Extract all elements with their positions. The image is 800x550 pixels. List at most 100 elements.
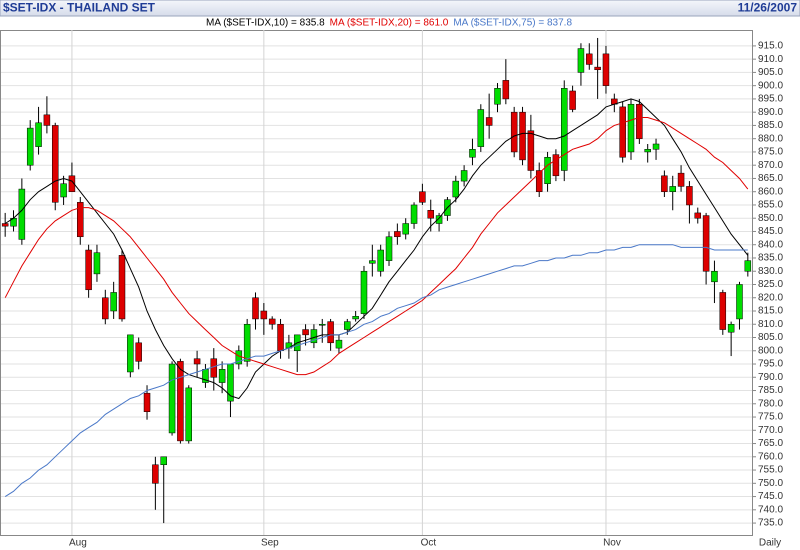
candle-body bbox=[544, 156, 551, 185]
candle-body bbox=[694, 212, 702, 219]
x-axis-label: Daily bbox=[759, 538, 781, 549]
y-tick-label: 820.0 bbox=[758, 292, 783, 303]
candle-body bbox=[577, 48, 585, 73]
candle-body bbox=[494, 88, 501, 105]
y-tick-label: 815.0 bbox=[758, 306, 783, 317]
candle-body bbox=[510, 111, 518, 153]
candle-body bbox=[35, 122, 42, 147]
y-tick-label: 860.0 bbox=[758, 186, 783, 197]
candle-body bbox=[168, 363, 176, 434]
candle-body bbox=[702, 215, 710, 272]
candle-body bbox=[18, 188, 26, 240]
candle-body bbox=[344, 321, 351, 330]
candle-body bbox=[143, 392, 151, 412]
ma-line bbox=[4, 117, 749, 376]
ma-line bbox=[4, 98, 749, 400]
y-tick-label: 805.0 bbox=[758, 332, 783, 343]
candle-body bbox=[469, 149, 476, 158]
candle-body bbox=[586, 53, 593, 65]
candle-body bbox=[152, 464, 159, 484]
candle-body bbox=[435, 215, 443, 224]
y-tick-label: 840.0 bbox=[758, 239, 783, 250]
header-bar bbox=[0, 0, 800, 17]
candle-body bbox=[51, 125, 59, 203]
candle-body bbox=[402, 223, 409, 235]
candle-body bbox=[210, 358, 218, 378]
candle-body bbox=[118, 255, 126, 320]
ma-line bbox=[4, 244, 748, 498]
candle-body bbox=[302, 329, 309, 336]
candle-body bbox=[68, 175, 76, 192]
y-tick-label: 875.0 bbox=[758, 147, 783, 158]
y-tick-label: 745.0 bbox=[758, 491, 783, 502]
candle-body bbox=[519, 111, 526, 161]
candle-body bbox=[360, 270, 368, 314]
x-tick-label: Sep bbox=[261, 538, 279, 549]
candle-body bbox=[594, 66, 601, 71]
y-tick-label: 760.0 bbox=[758, 451, 783, 462]
candle-body bbox=[277, 324, 284, 352]
candle-body bbox=[377, 249, 384, 272]
candle-body bbox=[502, 80, 510, 100]
legend-entry: MA ($SET-IDX,10) = 835.8 bbox=[206, 18, 325, 29]
y-tick-label: 740.0 bbox=[758, 504, 783, 515]
chart-date: 11/26/2007 bbox=[738, 1, 798, 15]
candle-body bbox=[636, 103, 643, 139]
y-tick-label: 780.0 bbox=[758, 398, 783, 409]
candle-body bbox=[561, 88, 568, 171]
candle-body bbox=[452, 180, 460, 198]
candle-body bbox=[552, 154, 560, 177]
candle-body bbox=[527, 130, 535, 171]
candle-body bbox=[719, 292, 727, 330]
candle-body bbox=[26, 127, 34, 166]
legend-entry: MA ($SET-IDX,75) = 837.8 bbox=[453, 18, 572, 29]
candle-body bbox=[677, 172, 685, 187]
candle-body bbox=[535, 170, 543, 192]
candle-body bbox=[385, 236, 393, 261]
y-tick-label: 800.0 bbox=[758, 345, 783, 356]
candle-body bbox=[335, 339, 343, 349]
candle-body bbox=[43, 114, 51, 126]
y-tick-label: 900.0 bbox=[758, 80, 783, 91]
candle-body bbox=[460, 170, 468, 182]
y-tick-label: 915.0 bbox=[758, 41, 783, 52]
candle-body bbox=[260, 310, 268, 320]
candle-body bbox=[327, 321, 334, 344]
candle-body bbox=[135, 342, 142, 362]
x-tick-label: Nov bbox=[603, 538, 621, 549]
candle-body bbox=[243, 324, 251, 362]
candle-body bbox=[686, 186, 693, 206]
y-tick-label: 785.0 bbox=[758, 385, 783, 396]
candle-body bbox=[218, 369, 226, 383]
y-tick-label: 865.0 bbox=[758, 173, 783, 184]
plot-area bbox=[0, 30, 753, 536]
candle-body bbox=[652, 143, 660, 150]
candle-body bbox=[185, 387, 192, 442]
y-tick-label: 790.0 bbox=[758, 372, 783, 383]
candle-body bbox=[477, 109, 485, 147]
candle-body bbox=[619, 106, 626, 158]
y-tick-label: 910.0 bbox=[758, 54, 783, 65]
candle-body bbox=[744, 260, 752, 272]
candle-body bbox=[77, 202, 84, 238]
chart-title: $SET-IDX - THAILAND SET bbox=[3, 1, 156, 15]
candle-body bbox=[1, 223, 9, 227]
candle-body bbox=[93, 252, 101, 275]
y-tick-label: 765.0 bbox=[758, 438, 783, 449]
candle-body bbox=[102, 297, 109, 320]
candle-body bbox=[661, 175, 668, 192]
y-tick-label: 755.0 bbox=[758, 465, 783, 476]
y-tick-label: 795.0 bbox=[758, 359, 783, 370]
x-tick-label: Aug bbox=[69, 538, 87, 549]
y-tick-label: 750.0 bbox=[758, 478, 783, 489]
candle-body bbox=[85, 249, 92, 291]
y-tick-label: 895.0 bbox=[758, 94, 783, 105]
y-tick-label: 855.0 bbox=[758, 200, 783, 211]
y-tick-label: 880.0 bbox=[758, 133, 783, 144]
y-tick-label: 775.0 bbox=[758, 412, 783, 423]
y-tick-label: 825.0 bbox=[758, 279, 783, 290]
candle-body bbox=[736, 284, 743, 320]
candle-body bbox=[711, 270, 718, 283]
candle-body bbox=[110, 292, 117, 312]
candle-body bbox=[644, 149, 651, 153]
